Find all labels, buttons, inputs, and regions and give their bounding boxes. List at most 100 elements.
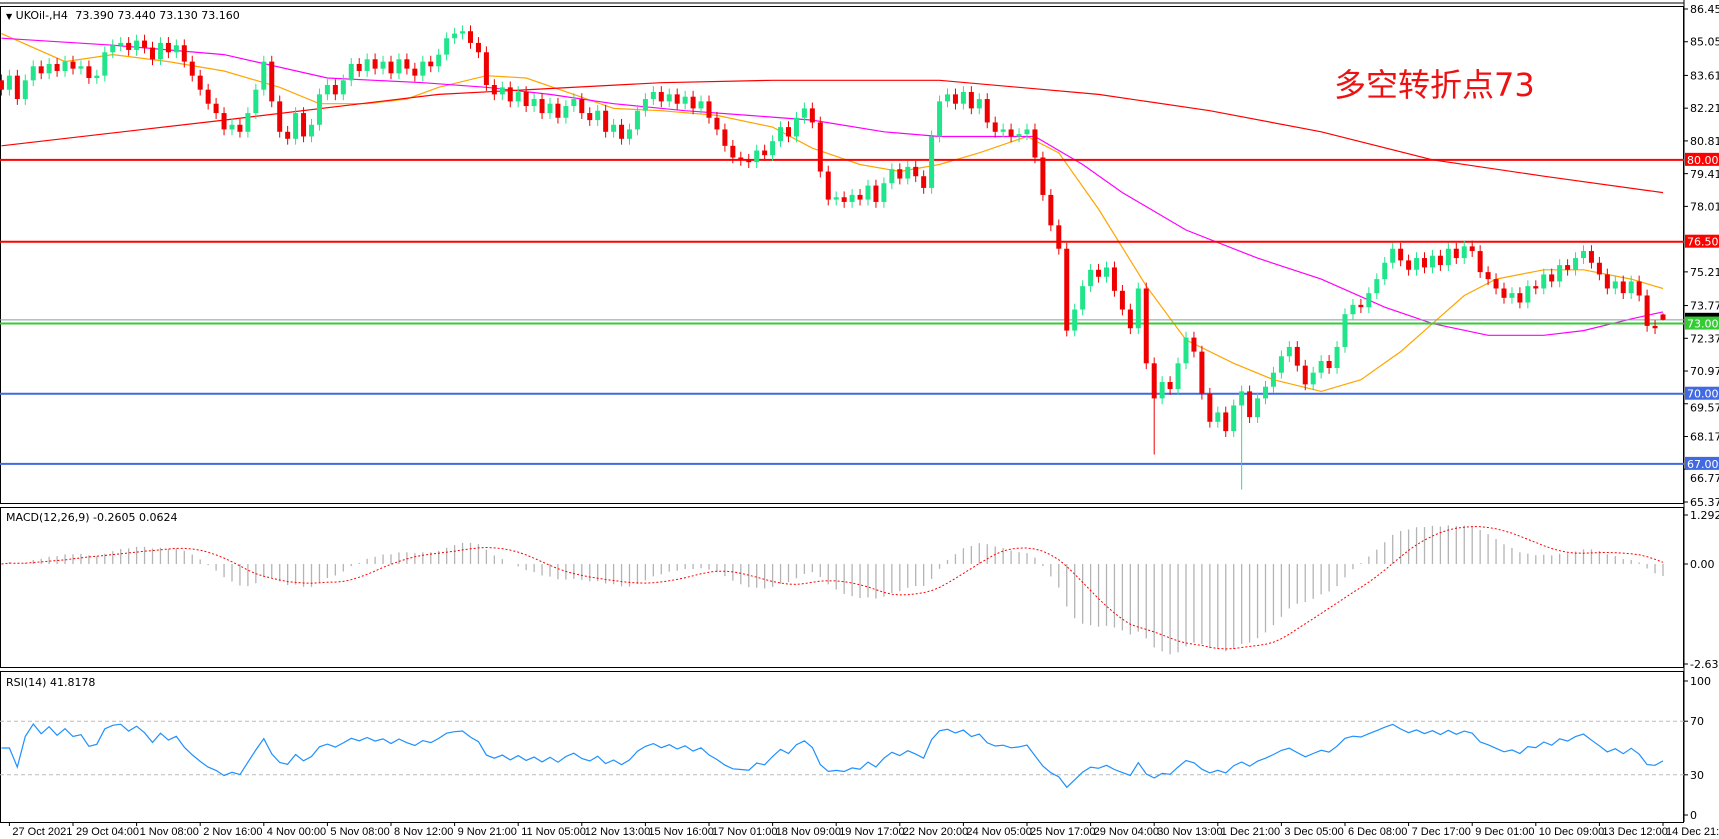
bull-candle xyxy=(316,94,322,125)
bear-candle xyxy=(205,89,211,104)
macd-tick-label: 1.2924 xyxy=(1690,509,1719,522)
bear-candle xyxy=(1127,309,1133,329)
bear-candle xyxy=(690,96,696,109)
bull-candle xyxy=(627,129,632,139)
bear-candle xyxy=(1549,274,1555,282)
bull-candle xyxy=(1628,281,1634,294)
bear-candle xyxy=(1453,248,1459,259)
bear-candle xyxy=(841,197,847,202)
bear-candle xyxy=(1533,286,1539,289)
bull-candle xyxy=(134,40,140,50)
price-tick-label: 85.050 xyxy=(1690,36,1719,49)
level-label: 67.000 xyxy=(1687,458,1719,471)
rsi-tick-label: 70 xyxy=(1690,715,1704,728)
bear-candle xyxy=(746,159,752,163)
bull-candle xyxy=(563,106,569,118)
bull-candle xyxy=(245,113,251,132)
bear-candle xyxy=(412,68,418,76)
bear-candle xyxy=(714,117,720,130)
bear-candle xyxy=(952,94,958,104)
bull-candle xyxy=(945,94,950,102)
bear-candle xyxy=(1406,260,1412,270)
bear-candle xyxy=(1111,267,1117,291)
bull-candle xyxy=(436,54,442,67)
price-tick-label: 70.970 xyxy=(1690,365,1719,378)
bull-candle xyxy=(102,52,108,76)
bear-candle xyxy=(984,99,990,123)
bear-candle xyxy=(388,61,394,74)
bull-candle xyxy=(110,45,116,53)
bull-candle xyxy=(1072,309,1078,331)
bear-candle xyxy=(1398,248,1404,261)
bull-candle xyxy=(976,99,982,109)
bull-candle xyxy=(1557,265,1563,282)
symbol-label: UKOil-,H4 xyxy=(15,9,68,22)
bull-candle xyxy=(515,92,521,102)
bull-candle xyxy=(1183,337,1189,364)
bear-candle xyxy=(897,169,903,179)
bear-candle xyxy=(992,122,998,132)
price-tick-label: 66.770 xyxy=(1690,472,1719,485)
bear-candle xyxy=(38,66,44,74)
bear-candle xyxy=(539,99,545,114)
bear-candle xyxy=(825,171,831,200)
bull-candle xyxy=(173,45,179,53)
time-tick-label: 5 Nov 08:00 xyxy=(330,826,389,838)
time-tick-label: 12 Nov 13:00 xyxy=(585,826,650,838)
time-tick-label: 1 Nov 08:00 xyxy=(140,826,199,838)
bear-candle xyxy=(738,157,744,160)
bear-candle xyxy=(706,101,712,118)
annotation-text: 多空转折点73 xyxy=(1334,66,1535,104)
bear-candle xyxy=(126,42,132,50)
time-tick-label: 17 Nov 01:00 xyxy=(712,826,777,838)
bull-candle xyxy=(1350,304,1356,315)
bull-candle xyxy=(229,124,235,130)
bull-candle xyxy=(611,124,617,132)
bear-candle xyxy=(468,31,473,43)
bull-candle xyxy=(1263,386,1268,399)
triangle-down-icon[interactable]: ▼ xyxy=(6,12,13,21)
bull-candle xyxy=(1382,262,1388,280)
bull-candle xyxy=(1286,346,1292,357)
time-tick-label: 7 Dec 17:00 xyxy=(1412,826,1471,838)
bear-candle xyxy=(658,92,664,102)
level-label: 80.000 xyxy=(1687,154,1719,167)
bear-candle xyxy=(483,52,489,86)
bull-candle xyxy=(650,92,656,100)
price-tick-label: 86.450 xyxy=(1690,3,1719,16)
bear-candle xyxy=(70,61,76,69)
bear-candle xyxy=(873,185,879,202)
bull-candle xyxy=(1159,382,1165,399)
bear-candle xyxy=(1517,293,1523,303)
time-tick-label: 29 Oct 04:00 xyxy=(76,826,139,838)
rsi-line xyxy=(1,722,1664,789)
bear-candle xyxy=(0,80,4,90)
bear-candle xyxy=(181,45,187,62)
bull-candle xyxy=(499,87,505,95)
bull-candle xyxy=(1175,363,1181,390)
bear-candle xyxy=(1032,129,1038,158)
time-tick-label: 4 Nov 00:00 xyxy=(267,826,326,838)
bull-candle xyxy=(340,80,346,95)
time-tick-label: 30 Nov 13:00 xyxy=(1157,826,1222,838)
bear-candle xyxy=(428,61,434,67)
bull-candle xyxy=(1445,248,1451,266)
bear-candle xyxy=(507,87,513,102)
bear-candle xyxy=(1493,279,1499,289)
macd-label: MACD(12,26,9) -0.2605 0.0624 xyxy=(6,511,178,524)
time-tick-label: 6 Dec 08:00 xyxy=(1348,826,1407,838)
bear-candle xyxy=(142,40,148,48)
time-tick-label: 19 Nov 17:00 xyxy=(839,826,904,838)
bear-candle xyxy=(372,59,378,69)
bull-candle xyxy=(937,101,943,137)
bear-candle xyxy=(809,108,815,123)
bull-candle xyxy=(1215,412,1221,422)
bear-candle xyxy=(730,145,736,158)
rsi-tick-label: 30 xyxy=(1690,769,1704,782)
bear-candle xyxy=(1565,265,1571,270)
bear-candle xyxy=(491,85,497,95)
bull-candle xyxy=(253,89,259,114)
bull-candle xyxy=(118,42,124,46)
level-label: 76.500 xyxy=(1687,236,1719,249)
